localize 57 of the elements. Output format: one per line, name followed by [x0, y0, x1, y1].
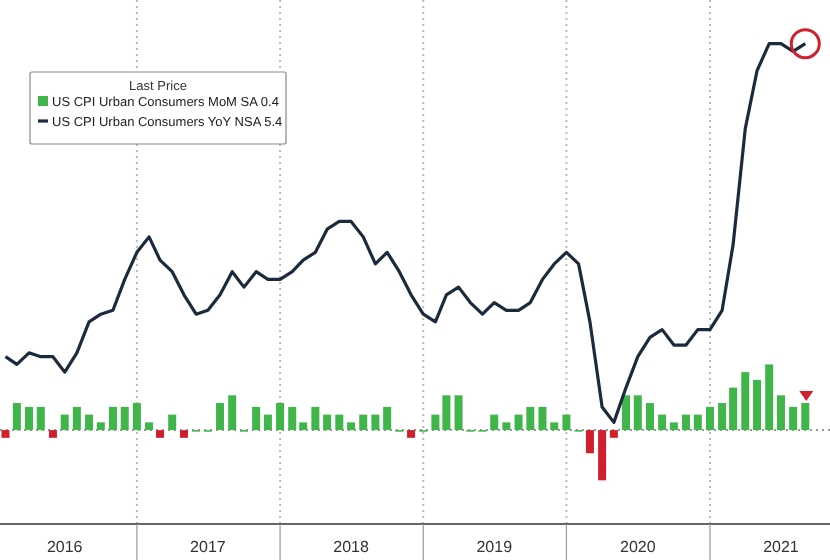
- bar: [108, 406, 117, 431]
- bar: [693, 414, 702, 431]
- bar: [682, 414, 691, 431]
- bar: [371, 414, 380, 431]
- bar: [359, 414, 368, 431]
- x-tick-label: 2019: [476, 538, 514, 556]
- x-tick-label: 2021: [763, 538, 800, 556]
- bar: [658, 414, 667, 431]
- bar: [383, 406, 392, 431]
- bar: [633, 395, 642, 431]
- bar: [622, 395, 631, 431]
- x-tick-label: 2018: [333, 538, 370, 556]
- bar: [25, 406, 34, 431]
- x-tick-label: 2017: [190, 538, 227, 556]
- bar: [120, 406, 129, 431]
- bar: [562, 414, 571, 431]
- bar: [132, 403, 141, 431]
- bar: [1, 430, 10, 438]
- bar: [454, 395, 463, 431]
- bar: [789, 406, 798, 431]
- bar: [609, 430, 618, 438]
- bar: [179, 430, 188, 438]
- bar: [407, 430, 416, 438]
- bar: [60, 414, 69, 431]
- bar: [156, 430, 165, 438]
- bar: [335, 414, 344, 431]
- bar: [598, 430, 607, 481]
- bar: [36, 406, 45, 431]
- bar: [323, 414, 332, 431]
- bar: [228, 395, 237, 431]
- bar: [585, 430, 594, 454]
- x-tick-label: 2020: [620, 538, 657, 556]
- bar: [168, 414, 177, 431]
- bar: [85, 414, 94, 431]
- bar: [753, 379, 762, 431]
- bar: [72, 406, 81, 431]
- bar: [145, 422, 154, 431]
- x-tick-label: 2016: [46, 538, 84, 556]
- bar: [645, 403, 654, 431]
- bar: [550, 422, 559, 431]
- bar: [216, 403, 225, 431]
- bar: [705, 406, 714, 431]
- bar: [669, 422, 678, 431]
- bar: [276, 403, 285, 431]
- bar: [96, 422, 105, 431]
- bar: [311, 406, 320, 431]
- bar: [538, 406, 547, 431]
- bar: [263, 414, 272, 431]
- bar: [765, 364, 774, 431]
- bar: [490, 414, 499, 431]
- bar: [776, 395, 785, 431]
- bar: [48, 430, 57, 438]
- bar: [502, 422, 511, 431]
- bar: [252, 406, 261, 431]
- bar: [741, 372, 750, 431]
- bar: [12, 403, 21, 431]
- bar: [347, 422, 356, 431]
